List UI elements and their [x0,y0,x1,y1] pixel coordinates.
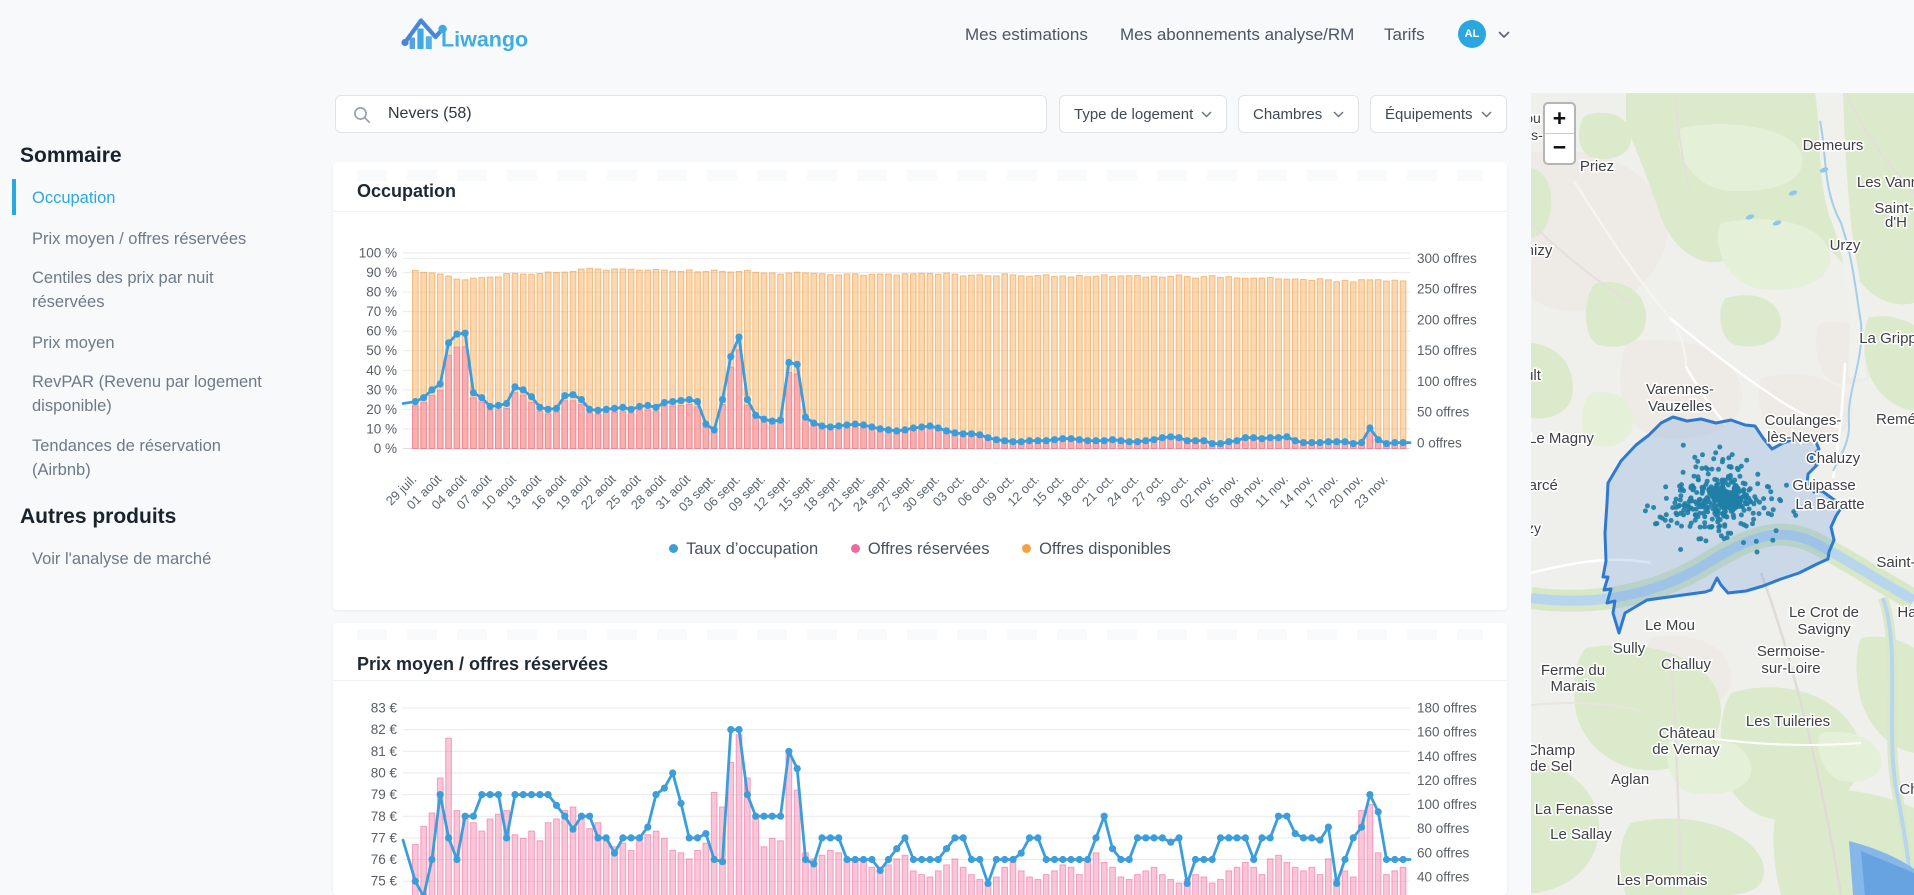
svg-text:82 €: 82 € [371,722,398,737]
svg-text:Priez: Priez [1580,158,1614,175]
svg-text:+: + [1553,105,1566,131]
svg-text:100 %: 100 % [359,246,397,261]
svg-text:70 %: 70 % [366,304,397,319]
svg-text:0 offres: 0 offres [1417,435,1462,450]
svg-text:Guipasse: Guipasse [1792,477,1855,494]
svg-text:100 offres: 100 offres [1417,797,1477,812]
svg-text:Demeurs: Demeurs [1803,137,1864,154]
svg-text:Les Vann: Les Vann [1857,174,1914,191]
svg-text:83 €: 83 € [371,701,398,716]
svg-text:Ch: Ch [1899,781,1914,798]
svg-text:Savigny: Savigny [1797,621,1851,638]
svg-text:lès-Nevers: lès-Nevers [1767,429,1839,446]
svg-text:es-: es- [1531,127,1543,143]
svg-text:Liwango: Liwango [441,28,528,52]
svg-text:d'H: d'H [1885,214,1907,231]
svg-text:100 offres: 100 offres [1417,374,1477,389]
svg-text:250 offres: 250 offres [1417,282,1477,297]
svg-text:90 %: 90 % [366,265,397,280]
svg-text:Vauzelles: Vauzelles [1648,398,1712,415]
svg-text:Marcé: Marcé [1531,477,1558,494]
svg-text:78 €: 78 € [371,809,398,824]
svg-text:Saint-: Saint- [1874,200,1913,217]
svg-text:Le Crot de: Le Crot de [1789,604,1859,621]
svg-text:77 €: 77 € [371,830,398,845]
svg-text:Sully: Sully [1613,640,1646,657]
svg-text:150 offres: 150 offres [1417,343,1477,358]
svg-text:La Baratte: La Baratte [1795,496,1864,513]
svg-text:50 offres: 50 offres [1417,405,1470,420]
svg-text:0 %: 0 % [374,441,397,456]
svg-text:sur-Loire: sur-Loire [1761,660,1820,677]
svg-text:81 €: 81 € [371,744,398,759]
svg-text:La Gripp: La Gripp [1859,330,1914,347]
svg-text:ou: ou [1531,110,1541,126]
svg-text:80 %: 80 % [366,285,397,300]
svg-text:Aglan: Aglan [1611,771,1649,788]
svg-text:Varennes-: Varennes- [1646,381,1714,398]
svg-text:Château: Château [1659,725,1716,742]
svg-text:Les Pommais: Les Pommais [1617,872,1708,889]
svg-text:80 offres: 80 offres [1417,821,1470,836]
svg-text:Urzy: Urzy [1830,237,1861,254]
svg-text:79 €: 79 € [371,787,398,802]
svg-text:−: − [1553,134,1566,160]
svg-text:Saint-: Saint- [1876,554,1914,571]
svg-text:La Fenasse: La Fenasse [1535,801,1613,818]
svg-text:Remé: Remé [1876,411,1914,428]
svg-text:Ha: Ha [1897,604,1914,621]
svg-text:ult: ult [1531,367,1542,384]
svg-text:200 offres: 200 offres [1417,313,1477,328]
svg-text:140 offres: 140 offres [1417,749,1477,764]
svg-text:de Vernay: de Vernay [1652,741,1720,758]
svg-text:160 offres: 160 offres [1417,725,1477,740]
svg-text:Le Mou: Le Mou [1645,617,1695,634]
svg-text:40 %: 40 % [366,363,397,378]
svg-text:60 %: 60 % [366,324,397,339]
svg-text:de Sel: de Sel [1531,758,1572,775]
svg-text:76 €: 76 € [371,852,398,867]
svg-text:Le Sallay: Le Sallay [1550,826,1612,843]
svg-text:75 €: 75 € [371,874,398,889]
svg-text:300 offres: 300 offres [1417,251,1477,266]
svg-text:30 %: 30 % [366,382,397,397]
svg-text:60 offres: 60 offres [1417,845,1470,860]
svg-text:Ferme du: Ferme du [1541,662,1605,679]
svg-text:Marais: Marais [1550,678,1595,695]
svg-text:hizy: hizy [1531,242,1553,259]
svg-text:Sermoise-: Sermoise- [1757,643,1825,660]
svg-text:Chaluzy: Chaluzy [1806,450,1861,467]
svg-text:Le Magny: Le Magny [1531,430,1594,447]
svg-text:80 €: 80 € [371,766,398,781]
svg-text:10 %: 10 % [366,421,397,436]
svg-text:40 offres: 40 offres [1417,870,1470,885]
svg-text:20 %: 20 % [366,402,397,417]
svg-text:Champ: Champ [1531,742,1575,759]
svg-text:Les Tuileries: Les Tuileries [1746,713,1830,730]
svg-text:zy: zy [1531,520,1541,536]
svg-text:50 %: 50 % [366,343,397,358]
svg-text:Coulanges-: Coulanges- [1765,412,1842,429]
svg-text:180 offres: 180 offres [1417,701,1477,716]
svg-text:Challuy: Challuy [1661,656,1712,673]
svg-text:120 offres: 120 offres [1417,773,1477,788]
